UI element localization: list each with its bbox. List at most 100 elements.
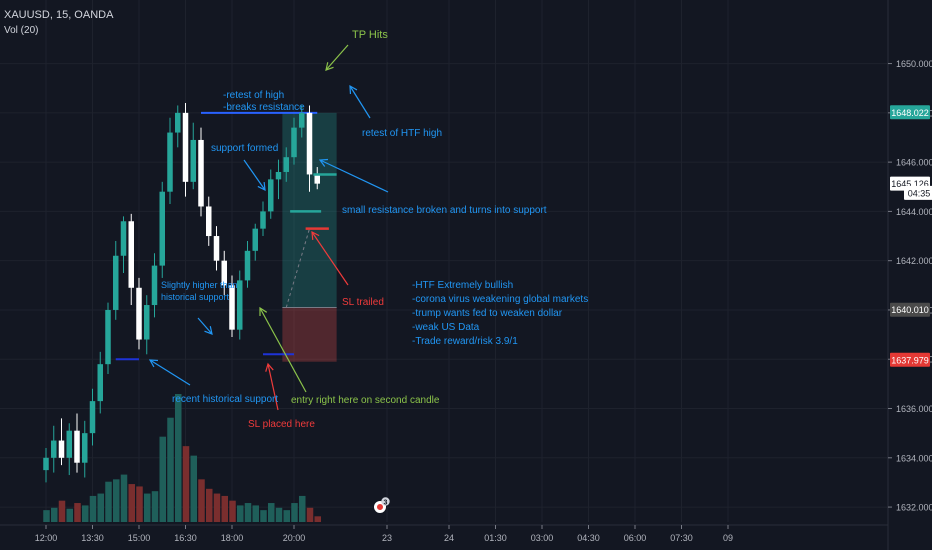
volume-bar	[51, 507, 58, 522]
time-axis[interactable]: 12:00 13:30 15:00 16:30 18:00 20:00 23 24 01:30 0…	[0, 524, 888, 543]
annotation-text[interactable]: SL trailed	[342, 297, 384, 308]
resistance-arrow-head	[318, 158, 329, 167]
candle-body	[43, 457, 49, 471]
annotation-text[interactable]: small resistance broken and turns into s…	[342, 205, 547, 216]
candle-body	[275, 171, 282, 180]
price-badge-label: 1645.126	[891, 179, 929, 189]
position-path	[285, 228, 310, 308]
tp-arrow[interactable]	[325, 44, 349, 71]
volume-bar	[82, 505, 89, 522]
support-formed-arrow-head	[257, 181, 266, 192]
volume-bar	[299, 495, 306, 522]
event-count-badge	[381, 497, 390, 506]
price-badge[interactable]	[904, 185, 932, 200]
candle-body	[306, 112, 313, 175]
annotation-text[interactable]: historical support	[161, 292, 230, 302]
time-tick-label: 13:30	[81, 533, 104, 543]
candle-body	[97, 364, 103, 402]
volume-bar	[89, 495, 97, 522]
support-formed-arrow[interactable]	[243, 159, 266, 191]
annotation-text[interactable]: Slightly higher than	[161, 280, 238, 290]
slightly-higher-arrow[interactable]	[197, 317, 213, 335]
slightly-higher-arrow-head	[204, 326, 213, 335]
candle-body	[66, 430, 72, 458]
time-tick-label: 01:30	[484, 533, 507, 543]
candle-body	[221, 260, 227, 286]
volume-bar	[306, 507, 314, 522]
annotation-text[interactable]: -weak US Data	[412, 322, 480, 333]
annotation-text[interactable]: -HTF Extremely bullish	[412, 280, 513, 291]
time-tick-label: 07:30	[670, 533, 693, 543]
level-markers[interactable]	[290, 173, 337, 230]
volume-bar	[74, 503, 81, 522]
candle-body	[120, 221, 127, 256]
tp-arrow-head	[325, 62, 334, 71]
annotation-text[interactable]: -corona virus weakening global markets	[412, 294, 588, 305]
candle-body	[237, 280, 243, 330]
volume-bar	[221, 495, 228, 522]
volume-bars	[43, 394, 321, 522]
event-badge[interactable]: 3	[373, 497, 390, 514]
event-count: 3	[384, 499, 388, 506]
price-tick-label: 1646.000	[896, 158, 932, 168]
price-badge[interactable]	[890, 105, 930, 120]
volume-bar	[182, 446, 190, 522]
entry-arrow[interactable]	[259, 307, 307, 393]
price-badge-label: 1637.979	[891, 355, 929, 365]
annotation-text[interactable]: support formed	[211, 143, 278, 154]
retest-arrow[interactable]	[349, 85, 371, 119]
price-badge[interactable]	[890, 352, 930, 367]
candle-body	[299, 112, 305, 128]
volume-bar	[175, 394, 182, 522]
volume-bar	[105, 481, 112, 522]
historical-support-arrow-head	[148, 359, 159, 368]
annotation-text[interactable]: entry right here on second candle	[291, 395, 440, 406]
candle-body	[58, 440, 65, 458]
time-tick-label: 20:00	[283, 533, 306, 543]
historical-support-arrow[interactable]	[149, 359, 191, 386]
time-tick-label: 06:00	[624, 533, 647, 543]
time-tick-label: 16:30	[174, 533, 197, 543]
price-tick-label: 1650.000	[896, 59, 932, 69]
retest-arrow-head	[349, 84, 358, 95]
volume-bar	[120, 474, 128, 522]
time-tick-label: 04:30	[577, 533, 600, 543]
volume-bar	[113, 479, 120, 522]
price-tick-label: 1644.000	[896, 207, 932, 217]
sl-placed-arrow[interactable]	[267, 363, 279, 411]
annotation-text[interactable]: retest of HTF high	[362, 128, 442, 139]
sl-trailed-arrow[interactable]	[311, 231, 349, 286]
volume-bar	[237, 505, 244, 522]
annotations[interactable]: TP Hits -retest of high-breaks resistance…	[161, 29, 588, 430]
price-badge[interactable]	[890, 302, 930, 317]
volume-bar	[291, 503, 298, 522]
annotation-text[interactable]: -trump wants fed to weaken dollar	[412, 308, 563, 319]
volume-bar	[43, 510, 50, 522]
annotation-text[interactable]: -retest of high	[223, 90, 284, 101]
annotation-arrows[interactable]	[148, 44, 389, 411]
candle-body	[151, 265, 158, 306]
volume-indicator-label[interactable]: Vol (20)	[4, 25, 39, 36]
annotation-text[interactable]: recent historical support	[172, 394, 278, 405]
price-lines[interactable]	[115, 111, 318, 361]
candle-body	[175, 112, 181, 133]
volume-bar	[314, 516, 321, 522]
price-axis[interactable]: 1650.0001648.0001646.0001644.0001642.000…	[887, 0, 932, 550]
candle-body	[268, 179, 274, 212]
volume-bar	[58, 500, 66, 522]
resistance-arrow[interactable]	[319, 159, 389, 193]
annotation-text[interactable]: SL placed here	[248, 419, 315, 430]
time-tick-label: 24	[444, 533, 454, 543]
candle-body	[283, 157, 289, 172]
annotation-text[interactable]: TP Hits	[352, 29, 388, 41]
annotation-text[interactable]: -Trade reward/risk 3.9/1	[412, 336, 518, 347]
volume-bar	[229, 500, 236, 522]
entry-arrow-head	[259, 306, 268, 317]
volume-bar	[244, 503, 252, 522]
annotation-text[interactable]: -breaks resistance	[223, 102, 305, 113]
time-tick-label: 18:00	[221, 533, 244, 543]
time-tick-label: 15:00	[128, 533, 151, 543]
loss-zone[interactable]	[282, 307, 337, 362]
symbol-title[interactable]: XAUUSD, 15, OANDA	[4, 9, 114, 21]
